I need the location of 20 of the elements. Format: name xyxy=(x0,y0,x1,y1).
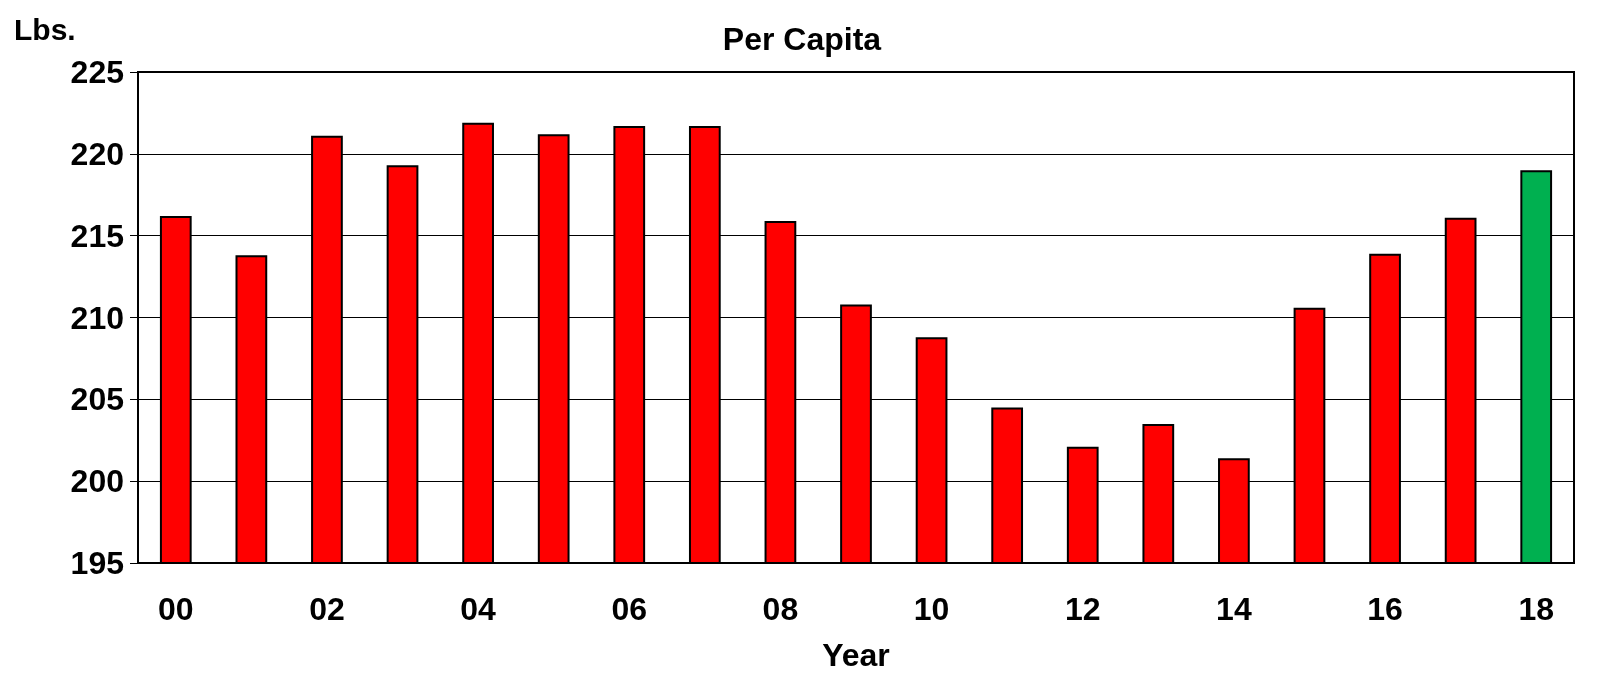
x-tick-label: 16 xyxy=(1367,591,1403,627)
x-tick-label: 06 xyxy=(611,591,648,627)
chart-title: Per Capita xyxy=(722,21,882,57)
y-tick-label: 225 xyxy=(70,54,124,90)
x-tick-label: 02 xyxy=(309,591,345,627)
y-tick-label: 215 xyxy=(70,217,124,254)
x-tick-label: 18 xyxy=(1518,591,1555,627)
x-tick-label: 08 xyxy=(762,591,799,627)
x-tick-label: 10 xyxy=(913,591,950,627)
y-axis-title: Lbs. xyxy=(14,12,76,46)
x-axis-title: Year xyxy=(822,637,890,673)
x-tick-label: 04 xyxy=(460,591,497,627)
y-tick-label: 210 xyxy=(70,299,124,336)
x-tick-label: 12 xyxy=(1064,591,1101,627)
y-tick-label: 195 xyxy=(70,545,124,581)
x-tick-label: 14 xyxy=(1216,591,1252,627)
y-tick-label: 220 xyxy=(70,135,124,172)
y-tick-label: 205 xyxy=(70,381,124,418)
y-tick-label: 200 xyxy=(70,463,124,500)
x-tick-label: 00 xyxy=(157,591,194,627)
